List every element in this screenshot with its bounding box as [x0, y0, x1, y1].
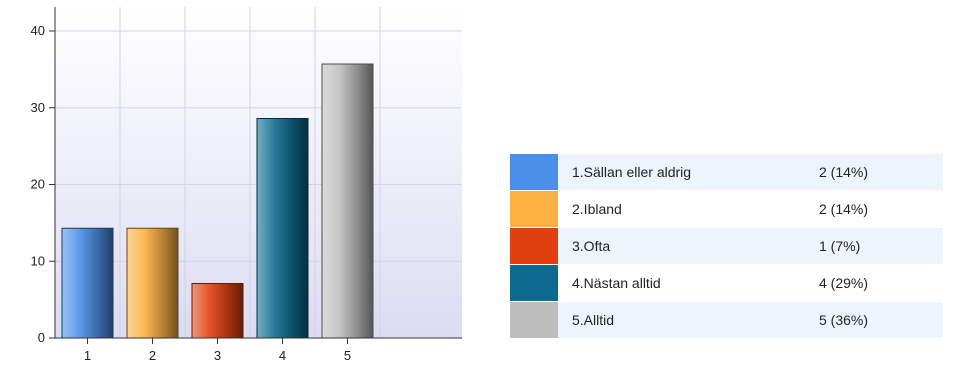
legend-value: 2 (14%) — [819, 190, 943, 228]
legend-table: 1.Sällan eller aldrig 2 (14%) 2.Ibland 2 (1… — [510, 154, 943, 339]
legend-label: 5.Alltid — [558, 301, 819, 339]
legend-label: 3.Ofta — [558, 227, 819, 265]
x-tick-label-2: 2 — [149, 348, 156, 363]
legend-value: 4 (29%) — [819, 264, 943, 302]
legend-value: 2 (14%) — [819, 154, 943, 191]
y-tick-label: 30 — [31, 100, 45, 115]
legend-row: 4.Nästan alltid 4 (29%) — [510, 264, 943, 302]
bar-3 — [191, 283, 244, 339]
bar-2 — [126, 227, 179, 339]
legend-row: 1.Sällan eller aldrig 2 (14%) — [510, 154, 943, 191]
y-tick-label: 0 — [38, 330, 45, 345]
grid-lines — [54, 7, 462, 338]
x-tick-label-4: 4 — [279, 348, 286, 363]
y-tick-label: 10 — [31, 253, 45, 268]
bars — [61, 63, 374, 339]
legend-label: 2.Ibland — [558, 190, 819, 228]
y-tick-label: 40 — [31, 23, 45, 38]
legend-swatch — [510, 301, 558, 339]
legend-value: 1 (7%) — [819, 227, 943, 265]
y-tick-label: 20 — [31, 177, 45, 192]
legend-row: 2.Ibland 2 (14%) — [510, 190, 943, 228]
bar-chart: 0 10 20 30 40 1 2 3 4 5 — [31, 7, 462, 363]
bar-4 — [256, 117, 309, 339]
bar-5 — [321, 63, 374, 339]
legend-swatch — [510, 264, 558, 302]
x-tick-label-5: 5 — [344, 348, 351, 363]
legend-row: 3.Ofta 1 (7%) — [510, 227, 943, 265]
legend-value: 5 (36%) — [819, 301, 943, 339]
legend-label: 4.Nästan alltid — [558, 264, 819, 302]
tick-labels: 0 10 20 30 40 1 2 3 4 5 — [31, 23, 352, 363]
legend-row: 5.Alltid 5 (36%) — [510, 301, 943, 339]
axes — [49, 7, 462, 344]
x-tick-label-1: 1 — [84, 348, 91, 363]
bar-1 — [61, 227, 114, 339]
legend-label: 1.Sällan eller aldrig — [558, 154, 819, 191]
legend-swatch — [510, 154, 558, 191]
legend-swatch — [510, 227, 558, 265]
x-tick-label-3: 3 — [214, 348, 221, 363]
legend-swatch — [510, 190, 558, 228]
